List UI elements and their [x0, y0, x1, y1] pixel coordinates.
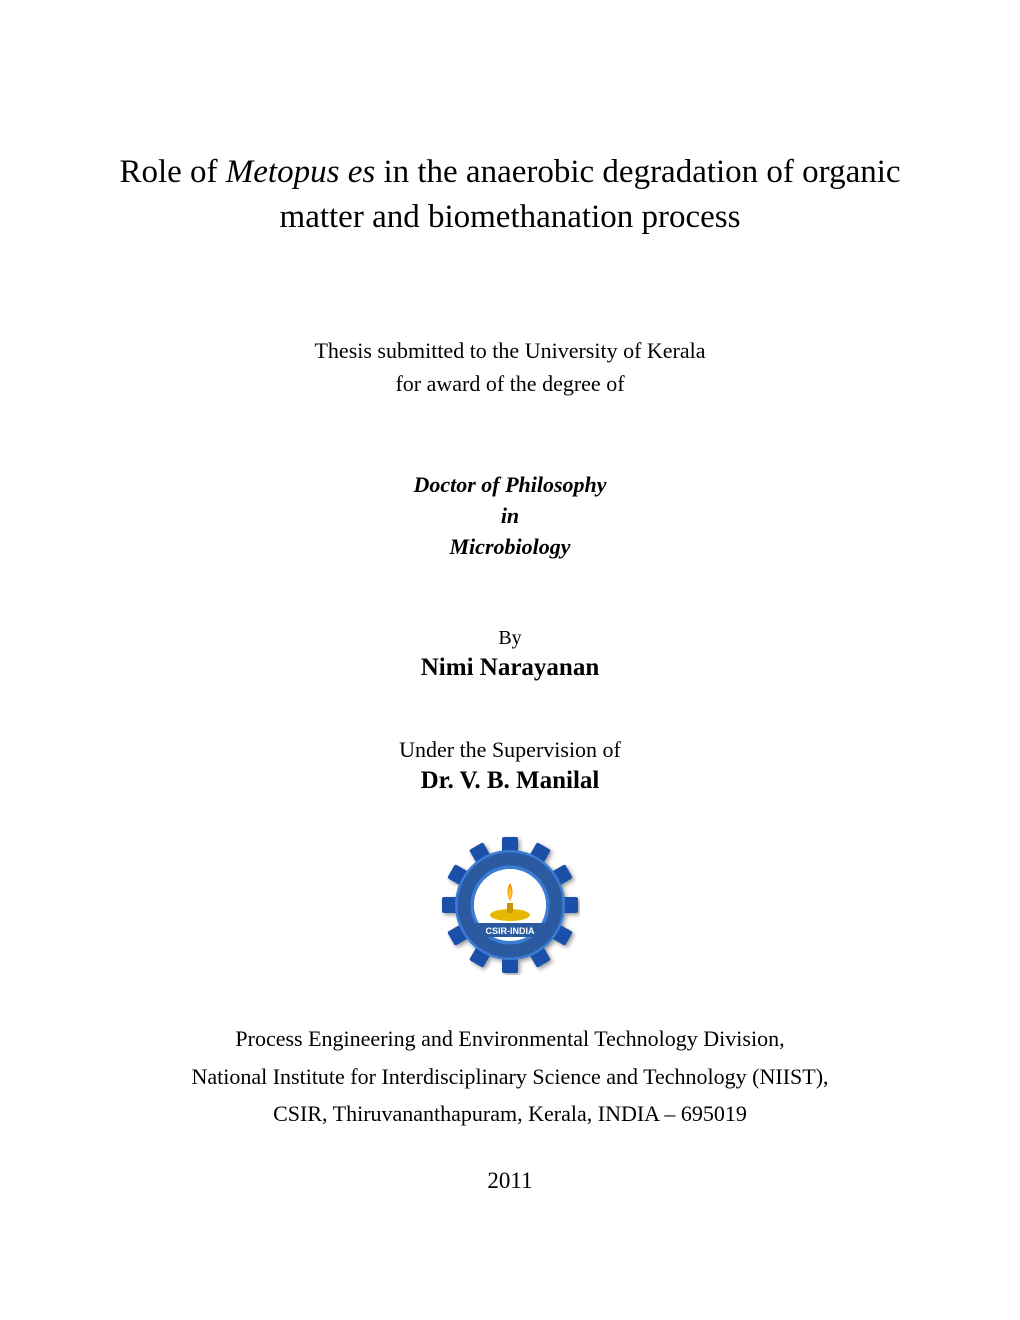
affiliation-line1: Process Engineering and Environmental Te… [191, 1020, 828, 1057]
institution-logo-wrap: CSIR-INDIA CSIR-INDIA [440, 835, 580, 975]
supervision-label: Under the Supervision of [399, 737, 621, 763]
affiliation-line2: National Institute for Interdisciplinary… [191, 1058, 828, 1095]
degree-block: Doctor of Philosophy in Microbiology [413, 470, 606, 562]
title-species: Metopus es [226, 154, 375, 190]
submission-line2: for award of the degree of [314, 367, 705, 400]
by-label: By [498, 627, 521, 650]
svg-text:CSIR-INDIA: CSIR-INDIA [486, 926, 535, 936]
title-pre: Role of [119, 154, 225, 190]
thesis-title: Role of Metopus es in the anaerobic degr… [100, 150, 920, 239]
author-name: Nimi Narayanan [421, 654, 599, 682]
affiliation-line3: CSIR, Thiruvananthapuram, Kerala, INDIA … [191, 1095, 828, 1132]
csir-india-logo-icon: CSIR-INDIA CSIR-INDIA [440, 835, 580, 975]
submission-block: Thesis submitted to the University of Ke… [314, 334, 705, 400]
degree-line1: Doctor of Philosophy [413, 470, 606, 501]
thesis-year: 2011 [487, 1168, 532, 1194]
degree-line3: Microbiology [413, 532, 606, 563]
affiliation-block: Process Engineering and Environmental Te… [191, 1020, 828, 1132]
supervisor-name: Dr. V. B. Manilal [421, 767, 600, 795]
submission-line1: Thesis submitted to the University of Ke… [314, 334, 705, 367]
degree-line2: in [413, 501, 606, 532]
